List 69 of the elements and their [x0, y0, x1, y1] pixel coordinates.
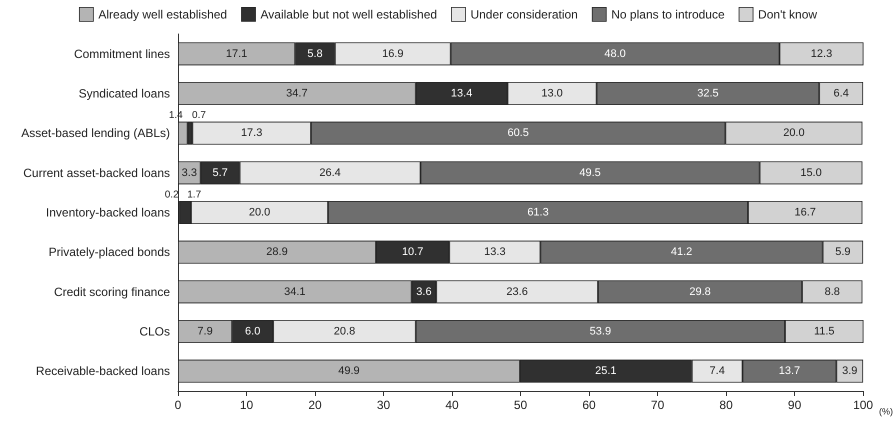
- y-tick-label: Receivable-backed loans: [36, 364, 170, 378]
- data-label: 20.8: [334, 326, 356, 338]
- data-label: 3.9: [842, 365, 858, 378]
- x-tick-label: 30: [376, 398, 391, 412]
- x-tick-label: 100: [853, 398, 874, 412]
- y-tick-label: Credit scoring finance: [54, 284, 170, 299]
- legend-label: No plans to introduce: [611, 7, 725, 22]
- data-label: 10.7: [402, 246, 424, 258]
- data-label: 20.0: [248, 206, 270, 218]
- x-tick-label: 90: [788, 398, 802, 412]
- data-label: 20.0: [783, 127, 805, 140]
- data-label: 11.5: [814, 326, 835, 338]
- y-tick-label: Syndicated loans: [78, 86, 170, 100]
- y-tick-label: CLOs: [139, 324, 170, 338]
- data-label: 49.9: [338, 365, 360, 378]
- legend-label: Available but not well established: [260, 7, 438, 22]
- data-label: 28.9: [266, 246, 288, 258]
- data-label: 0.7: [192, 110, 206, 122]
- data-label: 16.7: [794, 206, 816, 218]
- data-label: 3.6: [416, 286, 432, 298]
- data-label: 34.1: [284, 286, 306, 298]
- data-label: 13.0: [541, 88, 563, 100]
- legend-label: Already well established: [98, 7, 228, 22]
- data-label: 7.9: [197, 326, 213, 338]
- x-axis-title: (%): [879, 406, 894, 416]
- data-label: 13.4: [450, 88, 472, 100]
- data-label: 48.0: [604, 48, 626, 60]
- data-label: 6.0: [245, 326, 260, 338]
- data-label: 60.5: [507, 127, 529, 140]
- data-label: 13.3: [484, 246, 506, 258]
- data-label: 1.7: [187, 189, 202, 200]
- x-tick-label: 20: [308, 398, 322, 412]
- data-label: 26.4: [319, 166, 341, 179]
- data-label: 3.3: [182, 166, 197, 179]
- x-tick-label: 60: [582, 398, 596, 412]
- y-tick-label: Current asset-backed loans: [23, 166, 170, 180]
- y-tick-label: Commitment lines: [74, 46, 170, 61]
- data-label: 6.4: [834, 88, 849, 100]
- data-label: 17.3: [240, 127, 262, 140]
- data-label: 8.8: [824, 286, 840, 298]
- x-tick-label: 10: [240, 398, 254, 412]
- data-label: 16.9: [382, 48, 404, 60]
- data-label: 53.9: [590, 326, 612, 338]
- data-label: 17.1: [226, 48, 248, 60]
- data-label: 34.7: [286, 88, 308, 100]
- data-label: 12.3: [810, 48, 832, 60]
- data-label: 25.1: [595, 365, 617, 378]
- y-tick-label: Inventory-backed loans: [46, 206, 170, 220]
- x-tick-label: 0: [174, 398, 182, 412]
- y-tick-label: Asset-based lending (ABLs): [21, 126, 170, 140]
- data-label: 13.7: [778, 365, 800, 378]
- legend-label: Don't know: [758, 7, 818, 22]
- x-tick-label: 50: [514, 398, 528, 412]
- x-tick-label: 80: [719, 398, 734, 412]
- data-label: 41.2: [670, 246, 692, 258]
- data-label: 61.3: [527, 206, 549, 218]
- legend-label: Under consideration: [470, 7, 578, 22]
- data-label: 29.8: [689, 286, 711, 298]
- data-label: 49.5: [579, 166, 601, 179]
- data-label: 15.0: [800, 166, 822, 179]
- x-tick-label: 70: [650, 398, 665, 412]
- data-label: 32.5: [697, 88, 719, 100]
- data-label: 23.6: [506, 286, 528, 298]
- data-label: 7.4: [710, 365, 725, 378]
- y-tick-label: Privately-placed bonds: [48, 245, 170, 260]
- data-label: 5.7: [212, 166, 228, 179]
- data-label: 5.9: [835, 246, 851, 258]
- data-label: 5.8: [307, 48, 323, 60]
- x-tick-label: 40: [445, 398, 460, 412]
